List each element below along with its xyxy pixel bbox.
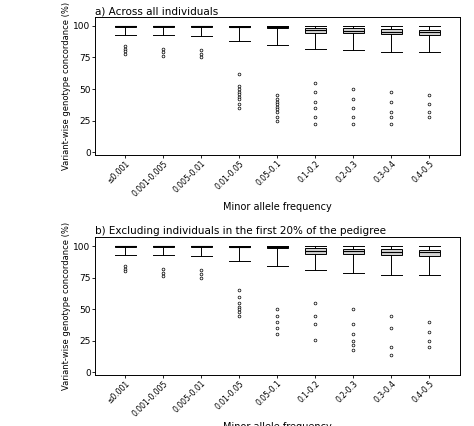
Bar: [305, 248, 326, 253]
X-axis label: Minor allele frequency: Minor allele frequency: [223, 422, 332, 426]
Bar: [267, 26, 288, 28]
Y-axis label: Variant-wise genotype concordance (%): Variant-wise genotype concordance (%): [62, 222, 71, 390]
Bar: [343, 29, 364, 34]
Bar: [267, 246, 288, 248]
X-axis label: Minor allele frequency: Minor allele frequency: [223, 202, 332, 212]
Bar: [115, 246, 136, 247]
Bar: [419, 30, 440, 35]
Text: b) Excluding individuals in the first 20% of the pedigree: b) Excluding individuals in the first 20…: [95, 227, 386, 236]
Bar: [381, 29, 402, 34]
Bar: [381, 249, 402, 255]
Bar: [229, 246, 250, 248]
Bar: [153, 246, 173, 247]
Bar: [191, 246, 212, 247]
Text: a) Across all individuals: a) Across all individuals: [95, 6, 218, 16]
Bar: [343, 249, 364, 254]
Y-axis label: Variant-wise genotype concordance (%): Variant-wise genotype concordance (%): [62, 2, 71, 170]
Bar: [305, 28, 326, 33]
Bar: [419, 250, 440, 256]
Bar: [191, 26, 212, 27]
Bar: [229, 26, 250, 27]
